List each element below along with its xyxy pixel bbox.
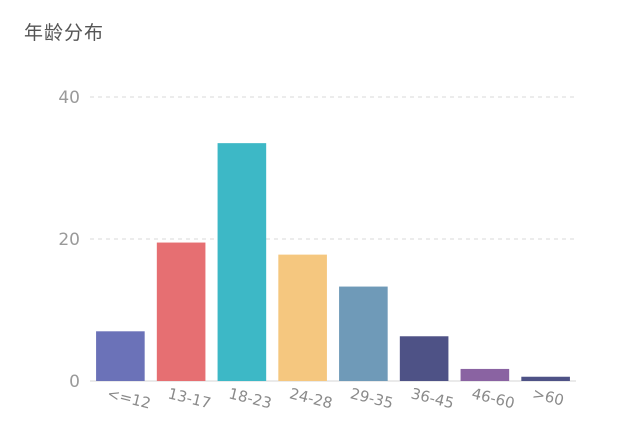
x-tick-label: 18-23 [227,384,274,412]
x-tick-label: 13-17 [166,384,213,412]
x-tick-label: 24-28 [288,384,335,412]
x-axis-ticks: <=12 13-17 18-23 24-28 29-35 36-45 46-60 >60 [105,384,565,412]
bar-4 [339,286,388,381]
y-tick-label: 20 [58,230,80,250]
bar-7 [521,376,570,381]
gridlines [90,96,576,240]
x-tick-label: <=12 [105,384,152,412]
x-tick-label: 29-35 [348,384,395,412]
bar-5 [399,336,449,381]
x-tick-label: 36-45 [409,384,456,412]
x-tick-label: >60 [531,384,566,409]
bar-6 [460,368,510,381]
bars [96,143,570,381]
y-axis-ticks: 0 20 40 [58,88,80,392]
bar-2 [217,143,267,381]
y-tick-label: 40 [58,88,80,108]
y-tick-label: 0 [69,372,80,392]
bar-3 [278,254,327,381]
bar-1 [156,242,206,381]
x-tick-label: 46-60 [470,384,517,412]
bar-0 [96,331,145,381]
chart-title: 年龄分布 [24,22,105,44]
